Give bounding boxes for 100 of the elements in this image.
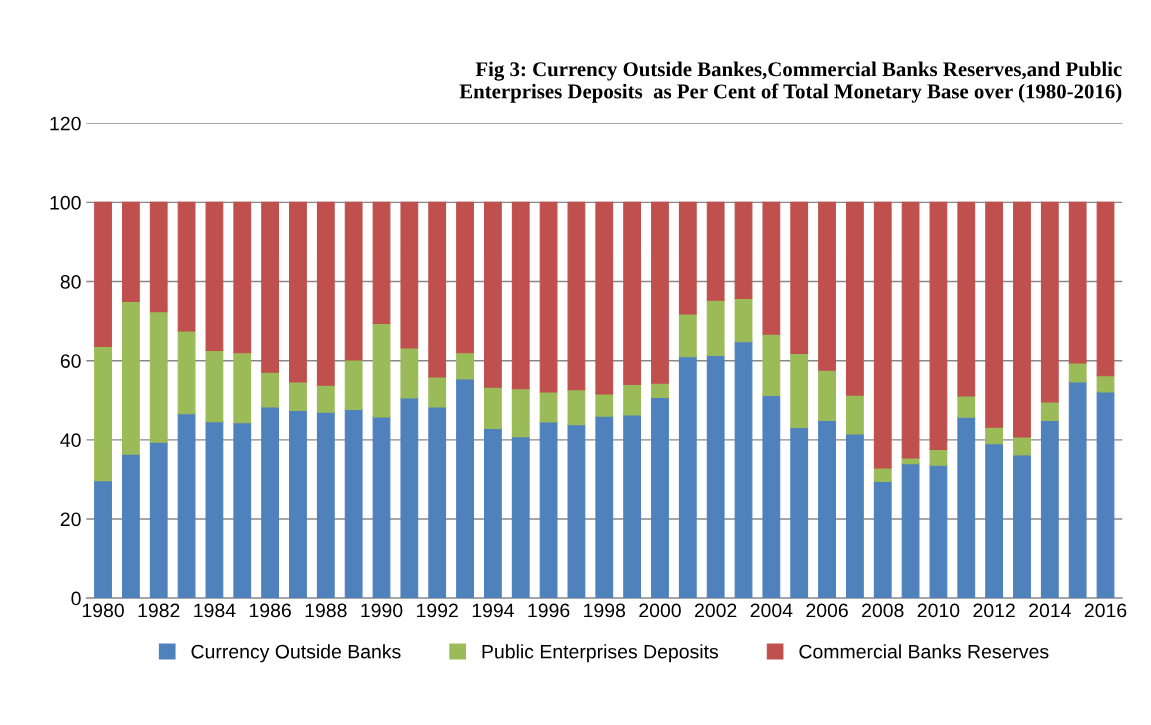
bar — [595, 415, 614, 599]
bar — [121, 453, 140, 599]
bar — [873, 467, 892, 482]
x-tick-label: 2004 — [750, 603, 793, 618]
bar — [845, 433, 864, 599]
bar — [651, 201, 669, 384]
bar — [706, 354, 725, 599]
bar — [233, 201, 252, 354]
bar — [845, 201, 864, 396]
bar — [790, 353, 809, 429]
bar — [177, 330, 196, 415]
bar — [316, 411, 335, 599]
bar — [1013, 436, 1031, 456]
bar — [706, 299, 725, 357]
bar — [149, 201, 168, 313]
bar — [623, 201, 642, 385]
bar — [483, 427, 502, 599]
bar — [456, 378, 474, 599]
bar — [205, 421, 224, 599]
bar — [873, 201, 892, 469]
bar — [149, 441, 168, 599]
bar — [428, 376, 447, 408]
bar — [873, 480, 892, 599]
bar — [261, 371, 280, 408]
legend-label: Currency Outside Banks — [191, 644, 401, 663]
x-tick-label: 2000 — [639, 603, 681, 618]
bar — [595, 393, 614, 417]
bar — [790, 427, 809, 599]
bar — [456, 352, 474, 380]
bar — [233, 422, 252, 599]
y-tick-label: 100 — [50, 195, 81, 210]
bar — [400, 201, 419, 349]
y-tick-label: 0 — [71, 591, 81, 606]
bar — [734, 298, 753, 343]
bar — [400, 347, 419, 399]
x-tick-label: 2016 — [1084, 603, 1127, 618]
bar — [428, 201, 447, 378]
x-tick-label: 1980 — [82, 603, 124, 618]
chart-title: Fig 3: Currency Outside Bankes,Commercial Banks Reserves,and Public Enterprises Deposits as Per Cent of Total Monetary Base over (1980-2016) — [459, 61, 1122, 103]
x-tick-label: 2012 — [973, 603, 1015, 618]
bar — [344, 359, 363, 410]
x-tick-label: 1998 — [584, 603, 626, 618]
bar — [567, 201, 586, 391]
bar — [595, 201, 614, 395]
bar — [511, 436, 530, 599]
bar — [149, 311, 168, 443]
bar — [539, 391, 558, 423]
bar — [623, 383, 642, 416]
x-tick-label: 2006 — [806, 603, 848, 618]
bar — [372, 201, 391, 325]
bar — [678, 201, 697, 315]
x-tick-label: 1992 — [417, 603, 458, 618]
bar — [316, 201, 335, 386]
bar — [344, 408, 363, 599]
x-tick-label: 2010 — [917, 603, 960, 618]
legend-label: Commercial Banks Reserves — [799, 644, 1049, 659]
y-tick-label: 20 — [60, 512, 81, 527]
y-tick-label: 60 — [60, 354, 81, 368]
bar — [289, 409, 307, 599]
bar — [678, 313, 697, 358]
bar — [790, 201, 809, 355]
bar — [177, 201, 196, 332]
bar — [734, 341, 753, 599]
bar — [289, 381, 307, 412]
bar — [1068, 381, 1087, 599]
x-tick-label: 1994 — [472, 603, 514, 618]
legend-label: Public Enterprises Deposits — [482, 644, 719, 663]
bar — [1096, 391, 1115, 599]
bar — [1013, 454, 1031, 599]
bar — [762, 394, 781, 599]
y-tick-label: 120 — [50, 116, 81, 131]
bar — [94, 201, 112, 347]
bar — [94, 345, 112, 482]
bar — [901, 463, 920, 599]
bar — [94, 480, 112, 599]
bar — [1040, 419, 1059, 599]
x-tick-label: 1988 — [305, 603, 347, 618]
x-tick-label: 1996 — [528, 603, 570, 618]
bar — [985, 443, 1004, 599]
bar — [651, 396, 669, 599]
bar — [539, 421, 558, 599]
bar — [929, 201, 948, 450]
bar — [233, 352, 252, 424]
bar — [929, 464, 948, 599]
bar — [261, 201, 280, 373]
bar — [1040, 401, 1059, 421]
bar — [678, 356, 697, 599]
bar — [957, 201, 976, 397]
bar — [511, 201, 530, 390]
bar — [1068, 362, 1087, 383]
bar — [1096, 375, 1115, 393]
x-tick-label: 2002 — [695, 603, 737, 618]
bar — [567, 389, 586, 426]
bar — [957, 395, 976, 418]
x-tick-label: 2008 — [862, 603, 904, 618]
bar — [121, 300, 140, 455]
y-tick-label: 40 — [60, 433, 81, 448]
bar — [511, 388, 530, 438]
bar — [957, 416, 976, 599]
bar — [539, 201, 558, 393]
